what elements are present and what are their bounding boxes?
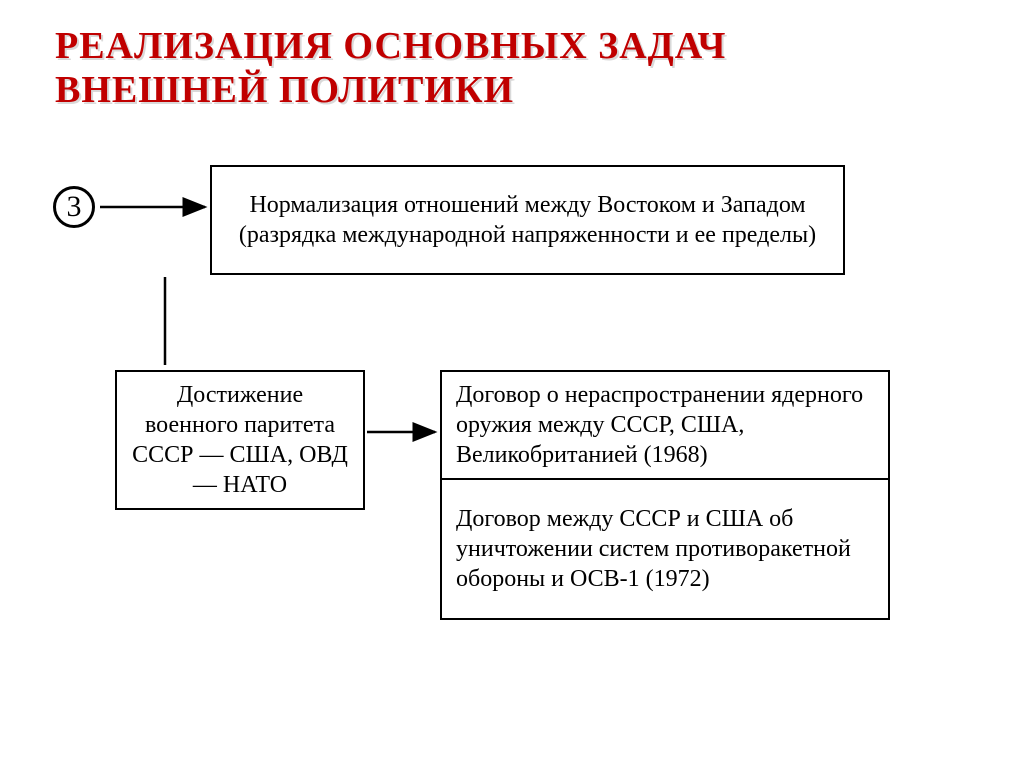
node-right1-text: Договор о нераспространении ядерного ору…	[456, 380, 874, 470]
step-number-circle: 3	[53, 186, 95, 228]
node-right1: Договор о нераспространении ядерного ору…	[440, 370, 890, 480]
node-right2-text: Договор между СССР и США об уничтожении …	[456, 504, 874, 594]
node-left-text: Достижение военного паритета СССР — США,…	[131, 380, 349, 500]
node-left: Достижение военного паритета СССР — США,…	[115, 370, 365, 510]
step-number: 3	[67, 190, 82, 224]
node-top-text: Нормализация отношений между Востоком и …	[226, 190, 829, 250]
node-top: Нормализация отношений между Востоком и …	[210, 165, 845, 275]
node-right2: Договор между СССР и США об уничтожении …	[440, 480, 890, 620]
